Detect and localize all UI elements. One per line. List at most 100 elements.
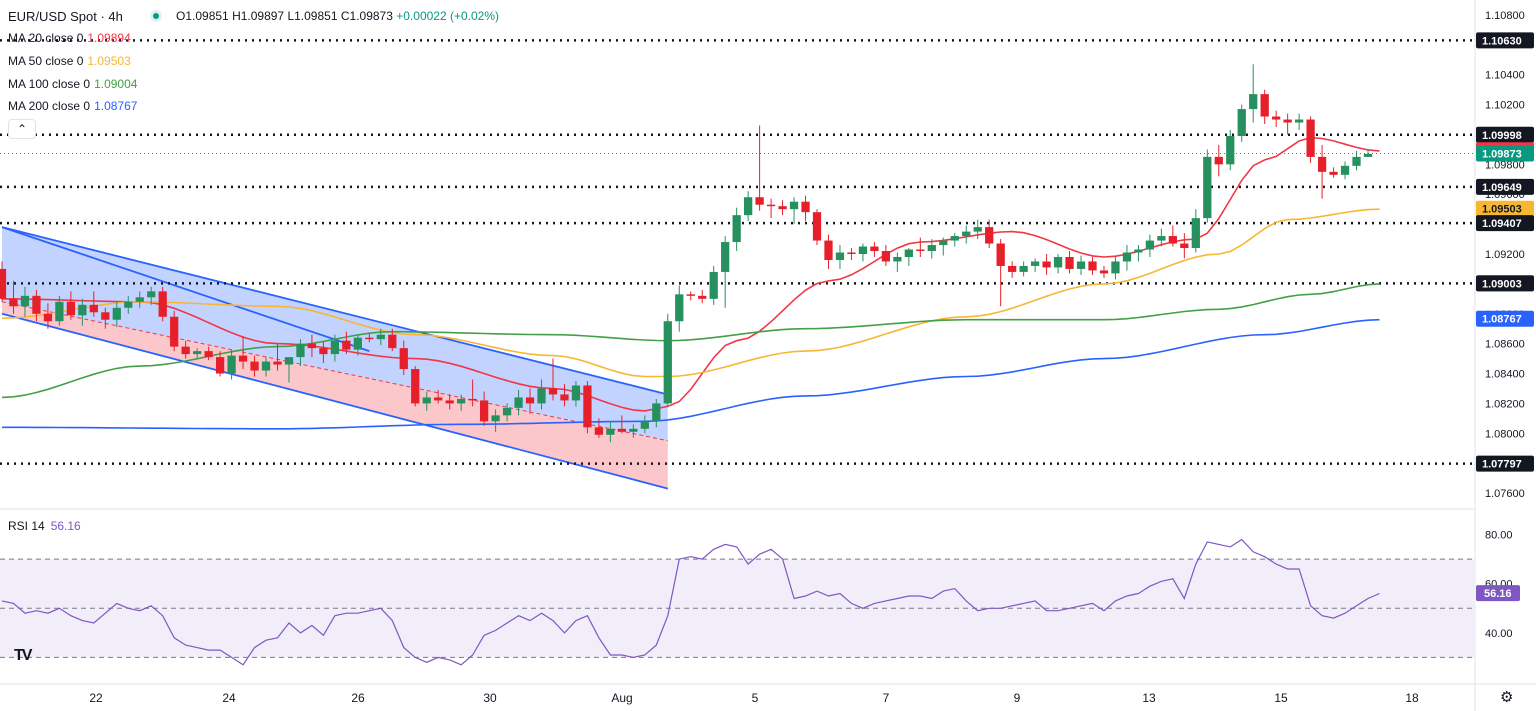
candle-body [801, 201, 810, 213]
ma200-legend[interactable]: MA 200 close 0 1.08767 [8, 99, 137, 113]
candle-body [548, 388, 558, 395]
time-tick-label: 30 [483, 691, 497, 705]
price-label-5: 1.09503 [1482, 204, 1522, 216]
candle-body [537, 388, 546, 404]
candle-body [388, 334, 397, 349]
candle-body [227, 355, 236, 374]
candle-body [342, 340, 351, 350]
candle-body [445, 400, 454, 404]
candle-body [296, 343, 305, 358]
ma100-legend[interactable]: MA 100 close 0 1.09004 [8, 77, 137, 91]
ma100-value: 1.09004 [94, 77, 138, 91]
channel-lower-line [1, 312, 669, 490]
ohlc-readout: O1.09851 H1.09897 L1.09851 C1.09873 +0.0… [176, 9, 499, 23]
rsi-legend[interactable]: RSI 14 56.16 [8, 519, 81, 533]
candle-body [434, 397, 443, 401]
candle-body [652, 403, 661, 422]
ma20-legend[interactable]: MA 20 close 0 1.09894 [8, 31, 131, 45]
channel-lower-fill [2, 301, 668, 489]
candle-body [181, 346, 190, 355]
channel-upper-line [1, 226, 669, 396]
price-label-bg-10 [1476, 455, 1534, 472]
candle-body [1145, 240, 1155, 250]
price-tick-label: 1.08600 [1485, 339, 1525, 351]
candle-body [353, 337, 362, 350]
candle-body [238, 355, 248, 362]
ma200-value: 1.08767 [94, 99, 138, 113]
candle-body [422, 397, 431, 404]
candle-body [43, 313, 53, 322]
candle-body [870, 246, 879, 252]
price-label-bg-0 [1476, 32, 1534, 49]
rsi-last-label: 56.16 [1484, 588, 1512, 600]
candle-body [1030, 261, 1040, 266]
time-tick-label: 24 [222, 691, 236, 705]
candle-body [124, 301, 133, 308]
candle-body [1053, 256, 1063, 268]
ohlc-close: C1.09873 [340, 9, 393, 23]
candle-body [1260, 94, 1269, 117]
candle-body [675, 294, 684, 322]
rsi-label: RSI 14 [8, 519, 45, 533]
candle-body [583, 385, 592, 428]
ma100-label: MA 100 close 0 [8, 77, 91, 91]
collapse-legend-button[interactable]: ⌃ [8, 119, 36, 139]
main-pane [0, 39, 1474, 490]
candle-body [824, 240, 833, 260]
candle-body [721, 242, 730, 272]
chevron-up-icon: ⌃ [16, 122, 28, 136]
candle-body [950, 236, 959, 241]
candle-body [1226, 135, 1235, 165]
candle-body [847, 252, 856, 254]
ohlc-high: H1.09897 [232, 9, 285, 23]
price-label-1: 1.09998 [1482, 130, 1522, 142]
candle-body [789, 201, 799, 210]
candle-body [1191, 218, 1200, 249]
candle-body [330, 340, 340, 355]
candle-body [468, 398, 477, 401]
candle-body [881, 251, 891, 262]
candle-body [939, 240, 948, 246]
candle-body [112, 307, 121, 320]
rsi-value: 56.16 [50, 519, 81, 533]
candle-body [215, 357, 225, 374]
price-label-4: 1.09649 [1482, 182, 1522, 194]
candle-body [491, 415, 500, 422]
ma20-value: 1.09894 [87, 31, 131, 45]
price-tick-label: 1.08000 [1485, 428, 1525, 440]
gear-icon[interactable]: ⚙ [1500, 689, 1514, 706]
candle-body [1249, 94, 1258, 110]
price-label-bg-9 [1476, 310, 1534, 327]
candle-body [1134, 249, 1143, 253]
candle-body [1317, 156, 1327, 172]
price-label-bg-8 [1476, 275, 1534, 292]
candle-body [709, 271, 718, 299]
ma50-legend[interactable]: MA 50 close 0 1.09503 [8, 54, 131, 68]
ohlc-change: +0.00022 (+0.02%) [396, 9, 499, 23]
ma-line-ma50 [1, 208, 1380, 378]
ma50-value: 1.09503 [87, 54, 131, 68]
candle-body [744, 197, 753, 216]
candle-body [755, 197, 764, 205]
candle-body [284, 357, 294, 365]
candle-body [996, 243, 1005, 266]
candle-body [1111, 261, 1120, 274]
candle-body [629, 428, 638, 432]
tradingview-logo-icon[interactable]: TV [14, 647, 33, 664]
candle-body [411, 369, 420, 404]
candle-body [1203, 156, 1212, 219]
price-tick-label: 1.09200 [1485, 249, 1525, 261]
symbol-title[interactable]: EUR/USD Spot · 4h [8, 9, 123, 24]
candle-body [1272, 116, 1281, 120]
candle-body [1008, 265, 1017, 272]
candle-body [778, 206, 787, 210]
candle-body [0, 268, 7, 299]
candle-body [1363, 153, 1373, 157]
candle-body [835, 252, 845, 260]
price-label-bg-3 [1476, 145, 1534, 162]
ma20-label: MA 20 close 0 [8, 31, 84, 45]
price-label-bg-4 [1476, 178, 1534, 195]
candle-body [893, 256, 902, 262]
candle-body [812, 212, 822, 241]
